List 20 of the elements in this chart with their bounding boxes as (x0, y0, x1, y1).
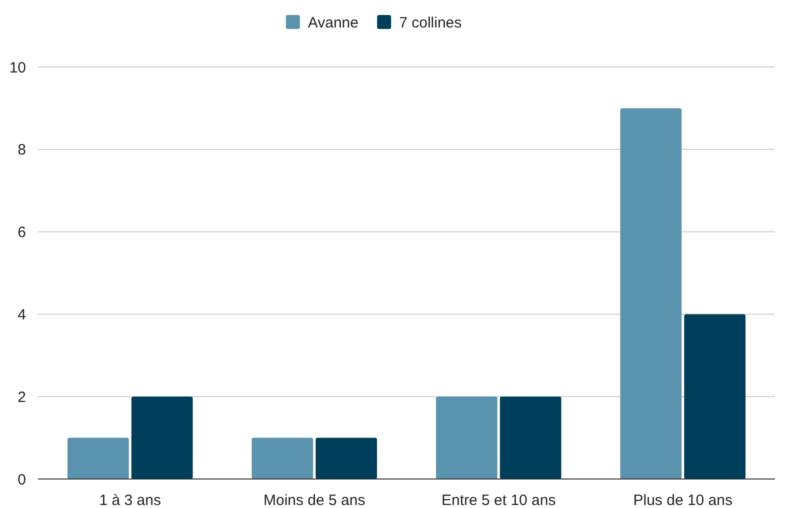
bar (684, 314, 746, 479)
bar (620, 108, 682, 479)
y-tick-label: 2 (18, 388, 26, 406)
bar (131, 396, 193, 479)
legend-label: Avanne (308, 14, 359, 32)
bar (500, 396, 562, 479)
x-tick-label: Entre 5 et 10 ans (442, 492, 556, 508)
y-tick-label: 4 (18, 306, 26, 324)
bar (316, 438, 378, 479)
bar (436, 396, 498, 479)
y-tick-label: 10 (9, 59, 26, 76)
x-tick-label: 1 à 3 ans (99, 492, 161, 508)
legend-label: 7 collines (399, 14, 462, 32)
bar (252, 438, 314, 479)
y-tick-label: 8 (18, 142, 26, 159)
bar (67, 438, 129, 479)
x-tick-label: Moins de 5 ans (264, 492, 366, 508)
y-tick-label: 6 (18, 224, 26, 242)
x-tick-label: Plus de 10 ans (633, 492, 732, 508)
y-tick-label: 0 (18, 471, 26, 488)
